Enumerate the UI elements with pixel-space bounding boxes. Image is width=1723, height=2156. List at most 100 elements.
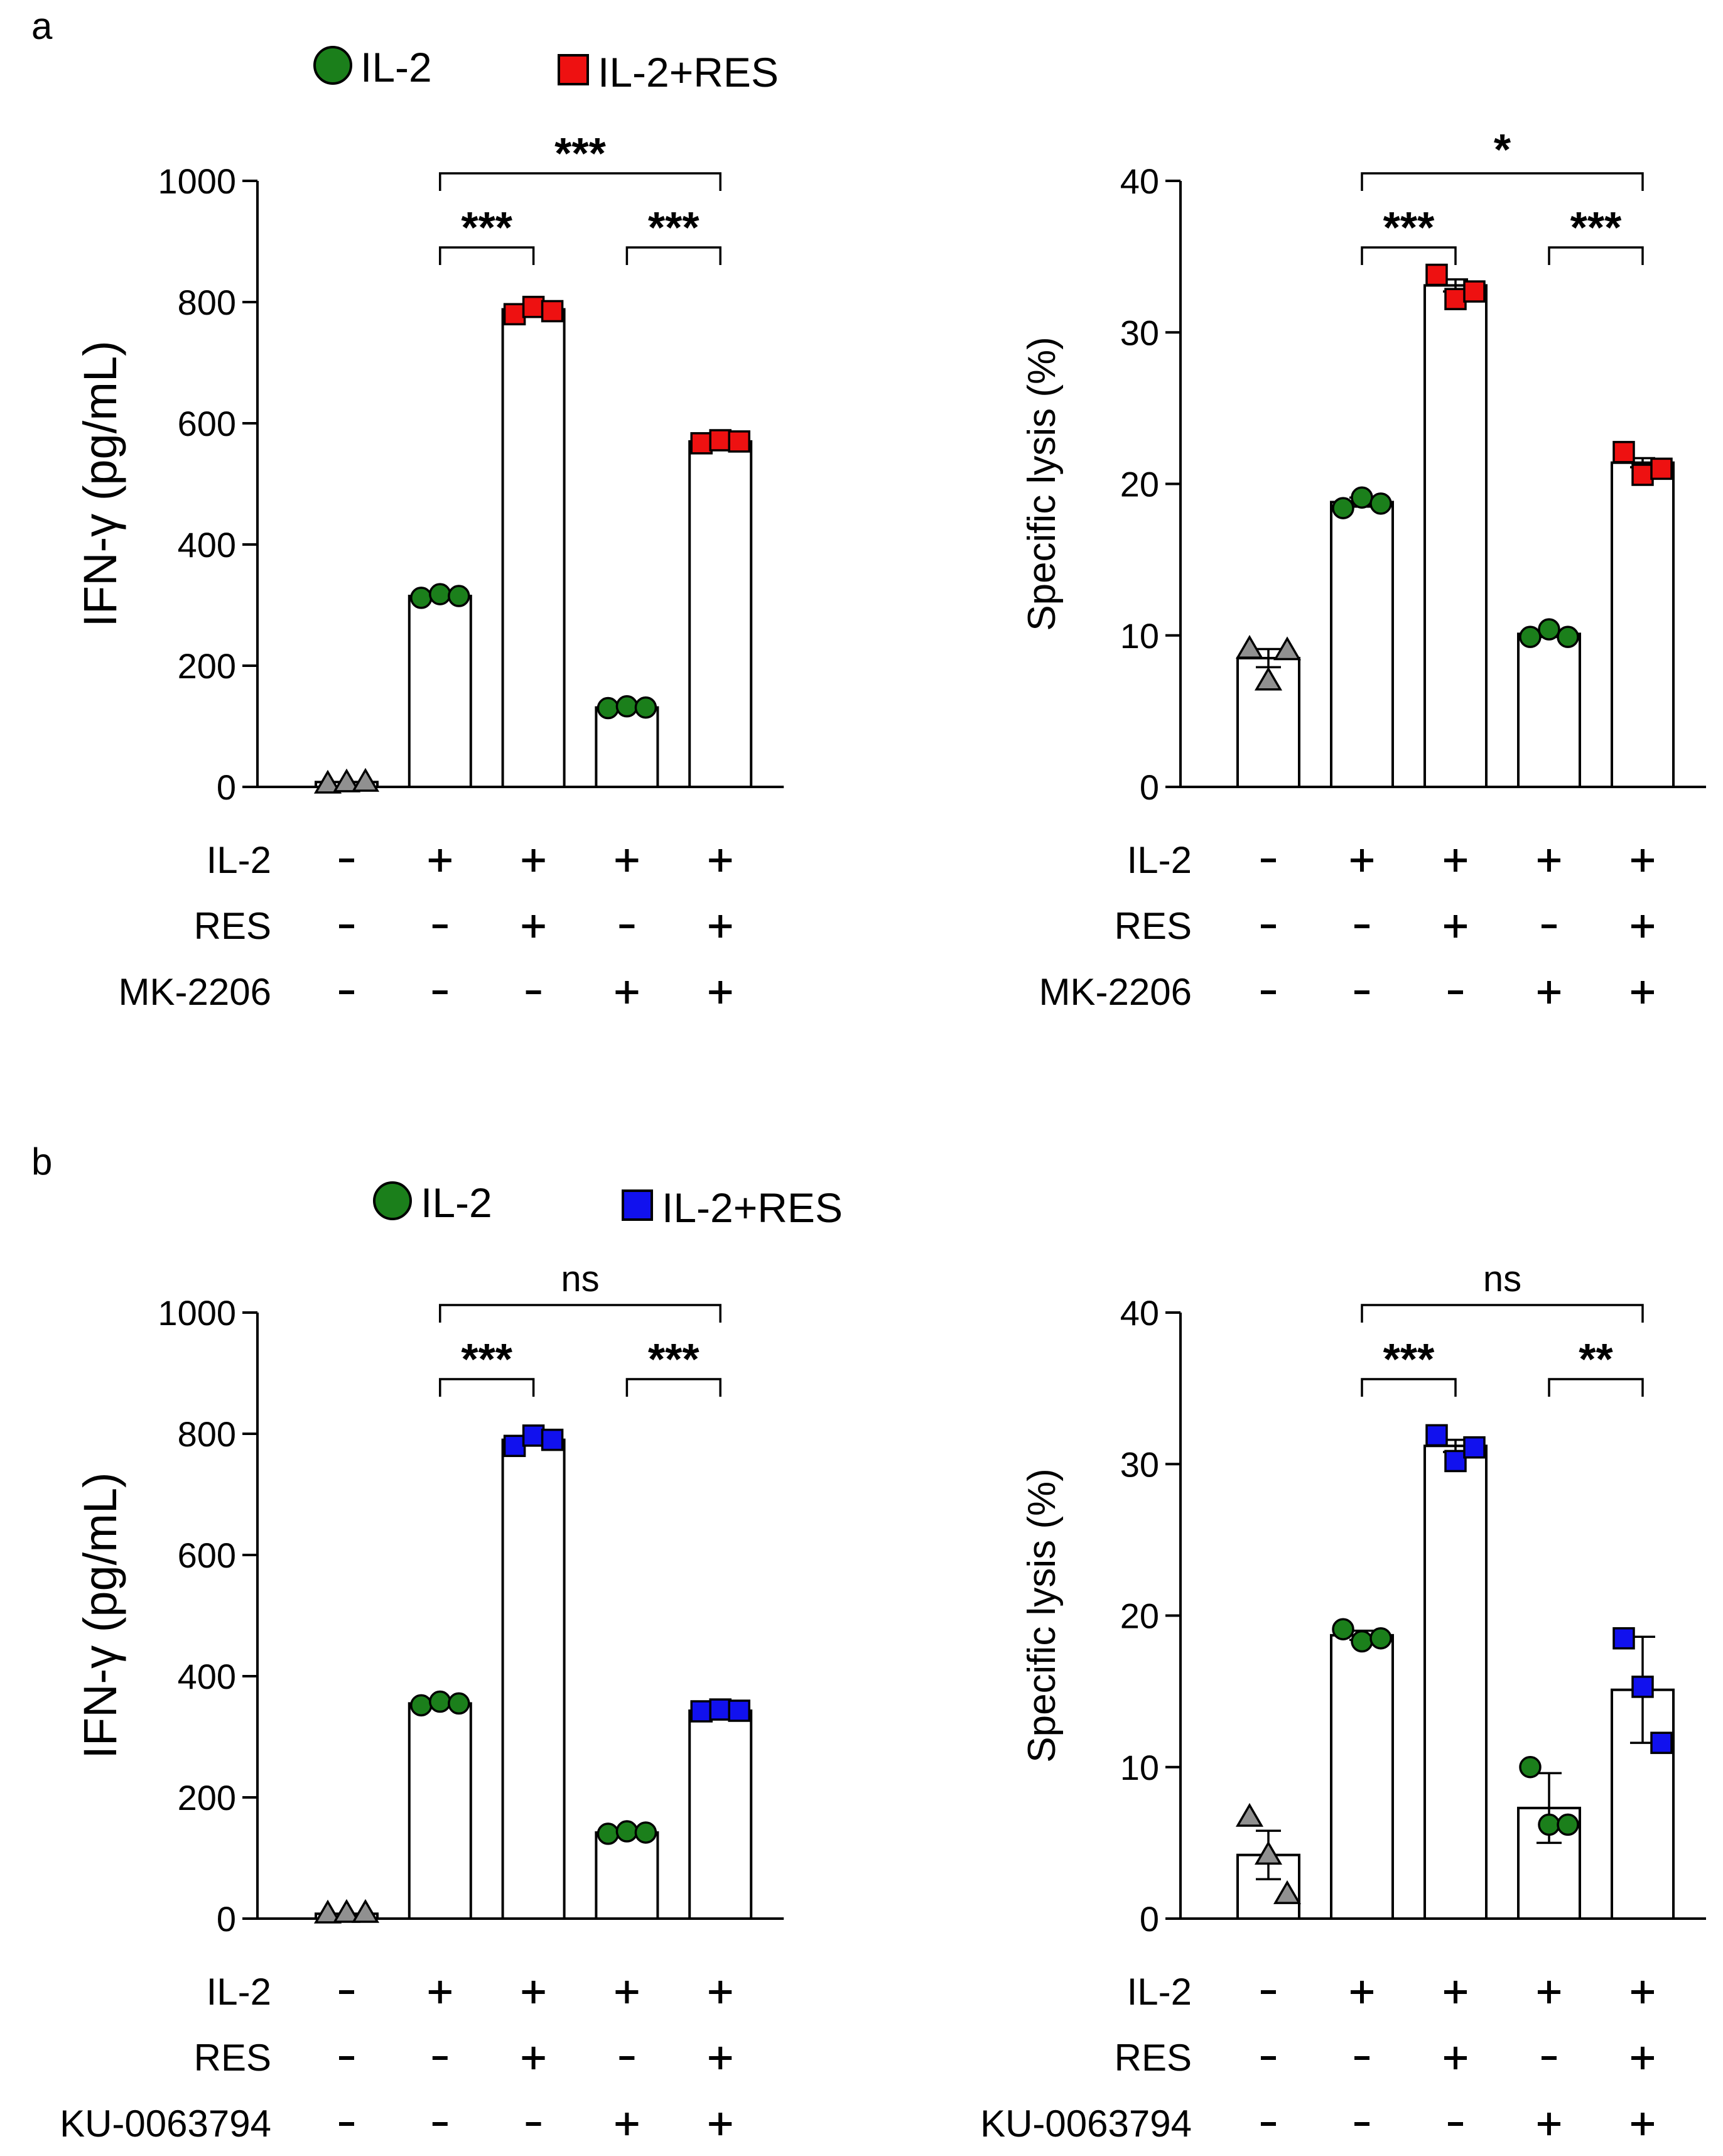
data-point-2-2 [541, 1428, 564, 1451]
significance-label-1: *** [1383, 203, 1435, 252]
significance-label-1: *** [461, 203, 512, 252]
data-point-2-2 [1463, 1436, 1486, 1459]
bar-1 [408, 1702, 472, 1920]
condition-sign-0-1 [428, 849, 451, 872]
data-point-1-2 [448, 585, 470, 607]
condition-sign-1-2 [1444, 2047, 1467, 2069]
condition-sign-1-4 [1631, 2047, 1654, 2069]
condition-sign-2-4 [709, 2113, 732, 2135]
data-point-1-0 [410, 587, 433, 609]
bar-3 [595, 706, 659, 788]
condition-label-0: IL-2 [1127, 1971, 1192, 2013]
significance-label-1: *** [1383, 1335, 1435, 1384]
condition-sign-2-3 [1538, 2113, 1560, 2135]
y-axis-label: IFN-γ (pg/mL) [74, 1472, 126, 1758]
significance-label-2: *** [648, 203, 699, 252]
significance-label-2: *** [1570, 203, 1622, 252]
data-point-0-1 [332, 1899, 361, 1923]
y-tick-label: 1000 [158, 1293, 236, 1333]
bar-1 [1330, 501, 1394, 788]
data-point-4-2 [728, 1699, 750, 1722]
data-point-1-0 [1332, 497, 1354, 519]
legend-il2-res-marker-b [622, 1189, 653, 1221]
condition-sign-2-3 [615, 2113, 639, 2135]
condition-sign-2-3 [1538, 981, 1560, 1004]
condition-sign-0-2 [522, 1981, 545, 2003]
data-point-0-2 [351, 1899, 380, 1923]
panel-letter-b: b [31, 1140, 52, 1183]
condition-sign-1-2 [522, 2047, 545, 2069]
data-point-3-1 [615, 1820, 639, 1843]
y-tick-label: 40 [1120, 161, 1159, 201]
condition-label-0: IL-2 [1127, 839, 1192, 881]
condition-sign-1-2 [522, 915, 545, 938]
data-point-3-2 [634, 696, 657, 719]
data-point-2-1 [522, 1424, 545, 1447]
legend-il2-res-label-b: IL-2+RES [662, 1184, 843, 1231]
y-axis-label: Specific lysis (%) [1020, 337, 1064, 631]
bar-4 [688, 440, 753, 788]
condition-label-2: KU-0063794 [60, 2103, 271, 2145]
data-point-3-2 [634, 1821, 657, 1844]
significance-bracket-1 [1361, 1378, 1457, 1397]
condition-sign-0-1 [428, 1981, 451, 2003]
y-tick-label: 40 [1120, 1293, 1159, 1333]
condition-sign-0-3 [1538, 1981, 1560, 2003]
significance-bracket-0 [1361, 1304, 1644, 1323]
data-point-1-2 [448, 1692, 470, 1715]
significance-bracket-2 [1548, 246, 1644, 265]
y-tick-label: 200 [178, 1778, 236, 1817]
data-point-2-0 [1425, 263, 1448, 286]
significance-label-1: *** [461, 1335, 512, 1384]
data-point-4-0 [1612, 1627, 1635, 1650]
condition-sign-0-4 [709, 849, 732, 872]
bar-3 [595, 1831, 659, 1920]
y-tick-label: 600 [178, 1536, 236, 1575]
legend-il2-res-label-a: IL-2+RES [598, 49, 779, 95]
y-axis-label: Specific lysis (%) [1020, 1468, 1064, 1763]
significance-bracket-1 [439, 246, 535, 265]
y-tick-label: 0 [217, 767, 236, 807]
data-point-3-2 [1557, 626, 1579, 648]
y-tick-label: 30 [1120, 1444, 1159, 1484]
y-tick-label: 10 [1120, 1748, 1159, 1787]
y-tick-label: 600 [178, 404, 236, 443]
significance-bracket-0 [1361, 172, 1644, 191]
data-point-0-2 [351, 767, 380, 792]
data-point-2-1 [522, 295, 545, 318]
data-point-1-2 [1369, 492, 1392, 515]
significance-bracket-0 [439, 1304, 721, 1323]
y-tick-label: 800 [178, 283, 236, 322]
condition-sign-0-1 [1351, 849, 1373, 872]
data-point-2-2 [541, 300, 564, 323]
data-point-1-2 [1369, 1627, 1392, 1650]
data-point-3-0 [1519, 626, 1542, 648]
data-point-1-1 [429, 583, 451, 605]
condition-label-0: IL-2 [207, 1971, 271, 2013]
y-tick-label: 20 [1120, 465, 1159, 504]
data-point-0-0 [313, 1899, 342, 1924]
condition-label-1: RES [1115, 905, 1192, 947]
bar-4 [688, 1709, 753, 1920]
legend-il2-label-a: IL-2 [360, 44, 432, 90]
condition-sign-1-2 [1444, 915, 1467, 938]
legend-il2-res-marker-a [558, 54, 589, 85]
data-point-4-0 [690, 432, 713, 455]
condition-sign-1-4 [709, 2047, 732, 2069]
data-point-2-1 [1444, 288, 1467, 310]
significance-bracket-2 [625, 246, 721, 265]
y-tick-label: 0 [217, 1899, 236, 1939]
condition-sign-0-3 [615, 849, 639, 872]
significance-bracket-2 [625, 1378, 721, 1397]
data-point-3-1 [1538, 618, 1560, 641]
condition-sign-0-2 [1444, 1981, 1467, 2003]
significance-label-0: ns [1483, 1259, 1521, 1299]
bar-1 [1330, 1633, 1394, 1920]
y-tick-label: 0 [1140, 767, 1159, 807]
data-point-0-1 [332, 768, 361, 793]
y-axis-label: IFN-γ (pg/mL) [74, 340, 126, 627]
bar-4 [1611, 461, 1675, 788]
data-point-4-1 [1631, 1676, 1654, 1698]
data-point-4-0 [1612, 441, 1635, 463]
